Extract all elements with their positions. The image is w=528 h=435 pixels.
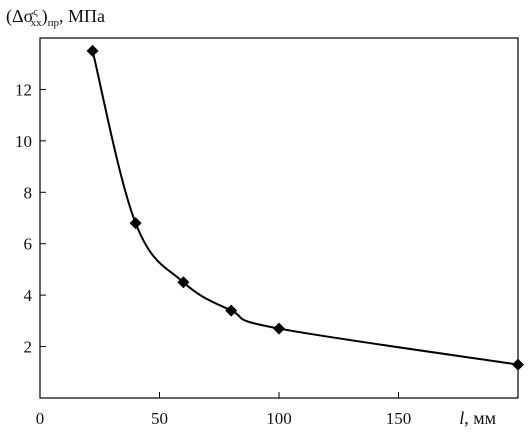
y-tick-label: 4 (24, 286, 33, 305)
y-tick-label: 6 (24, 235, 33, 254)
x-tick-label: 150 (386, 409, 412, 428)
plot-frame (39, 37, 519, 399)
data-point-marker (129, 217, 142, 230)
x-tick-label: 50 (151, 409, 168, 428)
data-point-marker (512, 358, 524, 371)
x-tick-label: 0 (36, 409, 45, 428)
y-tick-label: 8 (24, 183, 33, 202)
x-tick-label: 100 (266, 409, 292, 428)
y-tick-label: 12 (15, 80, 32, 99)
data-point-marker (225, 304, 238, 317)
data-point-marker (177, 276, 190, 289)
y-tick-label: 2 (24, 338, 33, 357)
y-tick-label: 10 (15, 132, 32, 151)
x-axis-title: l, мм (459, 408, 496, 428)
data-point-marker (86, 44, 99, 57)
y-axis-title: (Δσς xx)пр, МПа (6, 6, 105, 29)
data-point-marker (273, 322, 285, 335)
series-line (91, 50, 519, 366)
